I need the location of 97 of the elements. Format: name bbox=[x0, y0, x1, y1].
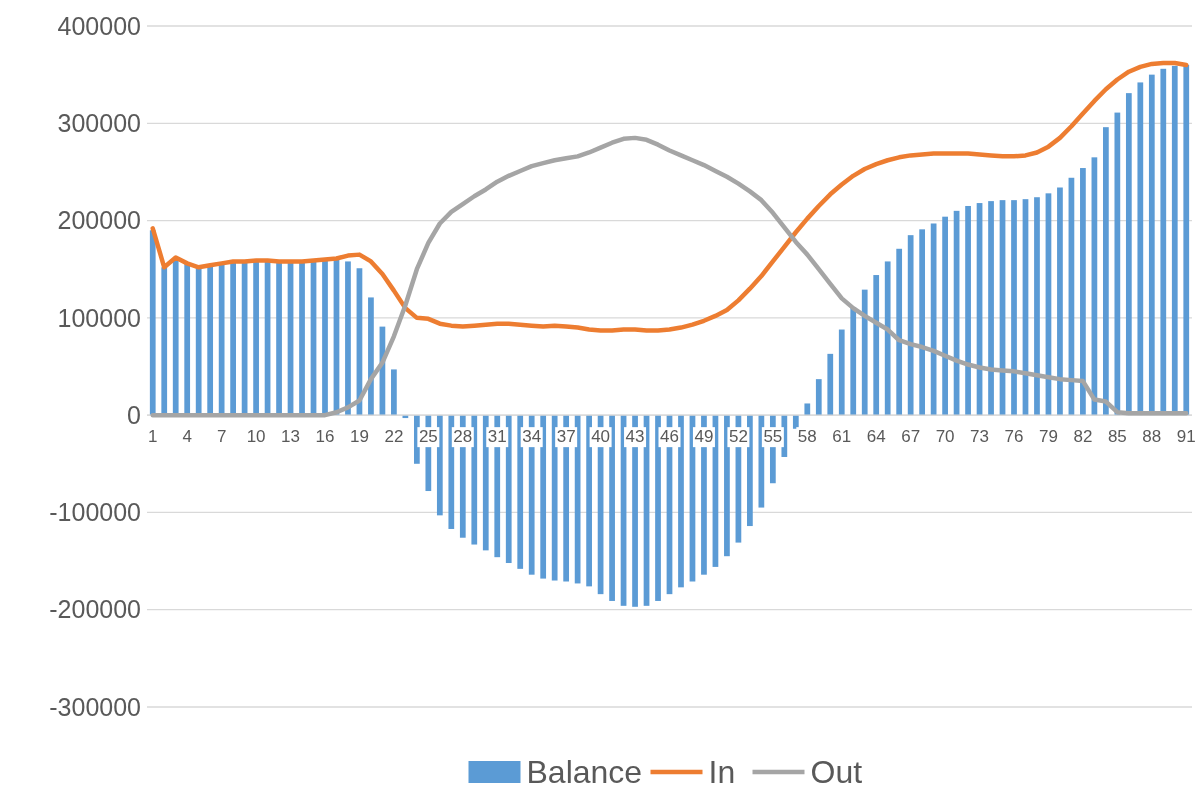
bar bbox=[1114, 112, 1121, 416]
bar bbox=[540, 415, 547, 579]
bar bbox=[896, 248, 903, 416]
x-tick-label: 52 bbox=[728, 427, 748, 447]
bar bbox=[861, 289, 868, 416]
bar bbox=[218, 263, 225, 416]
bar bbox=[482, 415, 489, 551]
bar bbox=[471, 415, 478, 545]
x-tick-label: 76 bbox=[1004, 427, 1024, 447]
legend-label: Balance bbox=[526, 754, 643, 789]
bar bbox=[747, 415, 753, 527]
bar bbox=[827, 353, 834, 416]
bar bbox=[942, 216, 948, 416]
bar bbox=[838, 329, 845, 416]
x-tick-label: 40 bbox=[591, 427, 611, 447]
bar bbox=[907, 235, 914, 416]
x-tick-label: 34 bbox=[522, 427, 542, 447]
bar bbox=[195, 267, 202, 416]
bar bbox=[873, 275, 880, 416]
bar bbox=[850, 307, 857, 416]
bar bbox=[207, 265, 214, 416]
y-tick-label: 300000 bbox=[57, 109, 141, 138]
bar bbox=[1057, 187, 1063, 416]
x-tick-label: 25 bbox=[418, 427, 438, 447]
x-tick-label: 61 bbox=[832, 427, 852, 447]
x-tick-label: 55 bbox=[763, 427, 783, 447]
bar bbox=[792, 415, 799, 429]
bar bbox=[345, 261, 351, 416]
x-tick-label: 91 bbox=[1176, 427, 1196, 447]
x-tick-label: 22 bbox=[384, 427, 404, 447]
bar bbox=[919, 229, 926, 416]
bar bbox=[161, 267, 168, 416]
bar bbox=[253, 261, 259, 416]
bar bbox=[368, 297, 374, 416]
bar bbox=[586, 415, 592, 587]
bar bbox=[815, 379, 822, 416]
x-tick-label: 16 bbox=[315, 427, 335, 447]
bar bbox=[988, 201, 994, 416]
bar bbox=[172, 259, 179, 416]
x-tick-label: 28 bbox=[453, 427, 473, 447]
bar bbox=[1103, 127, 1109, 416]
x-tick-label: 67 bbox=[901, 427, 921, 447]
y-tick-label: 0 bbox=[127, 400, 141, 429]
bar bbox=[1183, 64, 1190, 416]
legend-label: Out bbox=[810, 754, 863, 789]
bar bbox=[1080, 168, 1086, 416]
y-tick-label: -200000 bbox=[49, 595, 141, 624]
bar bbox=[391, 369, 397, 416]
bar bbox=[517, 415, 524, 569]
bar bbox=[1034, 197, 1040, 416]
bar bbox=[609, 415, 615, 601]
y-tick-label: -100000 bbox=[49, 498, 141, 527]
bar bbox=[505, 415, 512, 564]
x-tick-label: 82 bbox=[1073, 427, 1093, 447]
x-tick-label: 58 bbox=[797, 427, 817, 447]
x-tick-label: 43 bbox=[625, 427, 645, 447]
x-tick-label: 49 bbox=[694, 427, 714, 447]
bar bbox=[574, 415, 581, 584]
bar bbox=[655, 415, 661, 601]
bar bbox=[724, 415, 730, 557]
bar bbox=[299, 261, 305, 416]
x-tick-label: 73 bbox=[970, 427, 990, 447]
x-tick-label: 70 bbox=[935, 427, 955, 447]
bar bbox=[436, 415, 443, 516]
y-tick-label: 100000 bbox=[57, 303, 141, 332]
bar bbox=[804, 403, 811, 416]
bar bbox=[1011, 200, 1017, 416]
x-tick-label: 31 bbox=[487, 427, 507, 447]
bar bbox=[448, 415, 455, 529]
x-tick-label: 10 bbox=[246, 427, 266, 447]
x-tick-label: 37 bbox=[556, 427, 576, 447]
bar bbox=[149, 230, 156, 416]
bar bbox=[230, 261, 236, 416]
x-tick-label: 79 bbox=[1039, 427, 1058, 447]
x-tick-label: 1 bbox=[148, 427, 158, 447]
bar bbox=[965, 205, 971, 416]
bar bbox=[551, 415, 558, 581]
x-tick-label: 88 bbox=[1142, 427, 1162, 447]
y-tick-label: 400000 bbox=[57, 11, 141, 40]
line-series bbox=[150, 135, 1189, 418]
bar bbox=[884, 261, 891, 416]
legend-label: In bbox=[708, 754, 736, 789]
x-tick-label: 7 bbox=[216, 427, 227, 447]
bar bbox=[184, 263, 191, 416]
x-tick-label: 13 bbox=[281, 427, 300, 447]
x-tick-label: 85 bbox=[1107, 427, 1127, 447]
line-series bbox=[150, 60, 1189, 333]
y-tick-label: 200000 bbox=[57, 206, 141, 235]
x-tick-label: 64 bbox=[866, 427, 886, 447]
bar bbox=[276, 261, 282, 416]
bar bbox=[322, 259, 328, 416]
bar bbox=[758, 415, 765, 508]
x-tick-label: 4 bbox=[182, 427, 192, 447]
x-tick-label: 19 bbox=[349, 427, 369, 447]
x-tick-label: 46 bbox=[660, 427, 679, 447]
y-tick-label: -300000 bbox=[49, 692, 141, 721]
bar bbox=[678, 415, 684, 588]
